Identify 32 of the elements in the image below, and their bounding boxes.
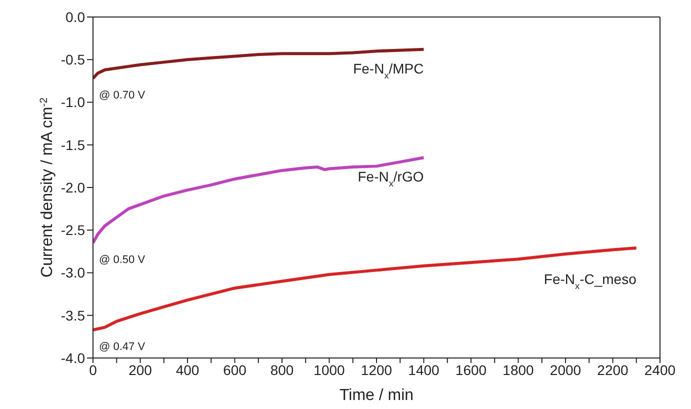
x-tick-label: 600 [223,362,247,378]
y-tick-label: -2.5 [60,222,86,238]
x-tick-label: 2400 [644,362,676,378]
annotation: @ 0.70 V [99,89,146,102]
series-label: Fe-N$_{x}$/rGO [358,168,424,189]
y-tick-label: -3.5 [60,307,86,324]
x-tick-label: 200 [128,362,152,378]
y-tick-label: -1.5 [60,136,86,153]
y-tick-label: 0.0 [66,8,86,25]
y-tick-label: -2.0 [60,179,86,196]
x-tick-label: 1800 [502,362,534,378]
line-series [93,156,426,244]
x-tick-label: 2200 [597,362,629,378]
annotation: @ 0.47 V [99,340,146,353]
y-tick-label: -1.0 [60,94,86,110]
x-tick-label: 1000 [314,362,346,378]
line-series [93,48,426,80]
annotation: @ 0.50 V [99,254,146,266]
line-series [93,246,638,332]
x-tick-label: 1600 [455,362,487,378]
x-tick-label: 1200 [360,362,392,378]
y-tick-label: -0.5 [60,52,86,68]
x-tick-label: 400 [176,362,200,378]
x-tick-label: 800 [270,362,294,378]
x-tick-label: 2000 [550,362,582,378]
x-axis-title: Time / min [339,387,414,404]
x-tick-label: 1400 [408,362,440,378]
x-tick-label: 0 [89,362,98,378]
y-tick-label: -4.0 [60,350,86,366]
series-label: Fe-N$_{x}$/MPC [353,60,424,80]
series-label: Fe-N$_{x}$-C_meso [544,271,637,292]
y-tick-label: -3.0 [60,264,86,281]
